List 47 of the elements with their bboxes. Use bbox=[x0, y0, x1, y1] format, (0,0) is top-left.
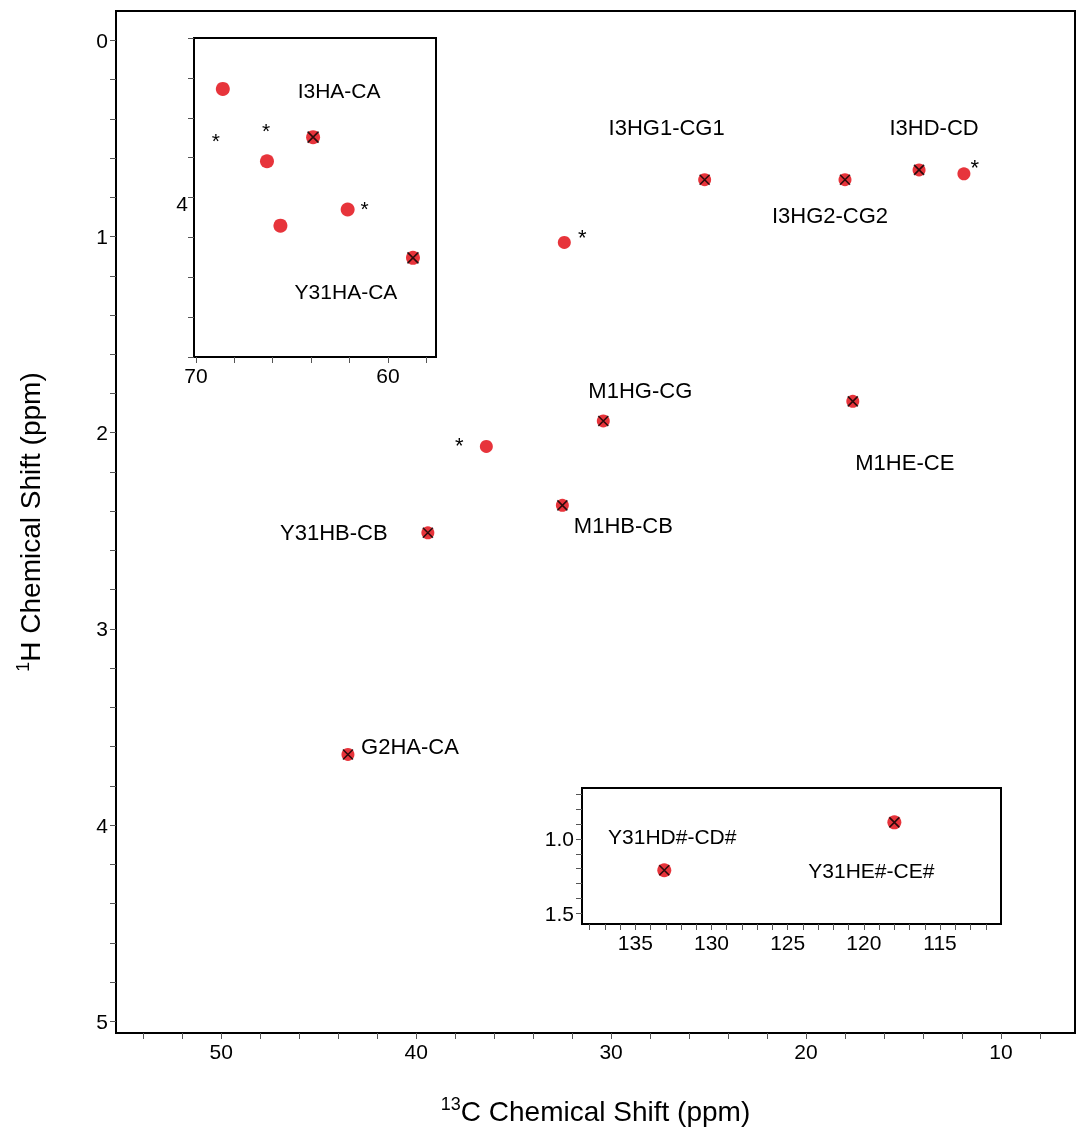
annotation: Y31HA-CA bbox=[294, 280, 398, 304]
annotation: M1HE-CE bbox=[855, 449, 955, 475]
annotation: 4 bbox=[176, 191, 189, 215]
annotation: * bbox=[261, 118, 271, 142]
point bbox=[260, 154, 274, 169]
y-tick-label: 4 bbox=[96, 813, 109, 837]
y-tick-label: 5 bbox=[96, 1009, 108, 1033]
annotation: * bbox=[970, 155, 980, 181]
annotation: M1HG-CG bbox=[588, 378, 693, 404]
x-tick-label: 130 bbox=[693, 931, 730, 954]
x-tick-label: 120 bbox=[846, 931, 882, 954]
point bbox=[340, 202, 355, 217]
annotation: Y31HB-CB bbox=[280, 520, 388, 546]
annotation: * bbox=[360, 197, 369, 221]
annotation: M1HB-CB bbox=[573, 512, 673, 538]
point bbox=[479, 439, 493, 453]
x-tick-label: 20 bbox=[794, 1040, 818, 1063]
x-tick-label: 115 bbox=[923, 931, 957, 954]
y-tick-label: 3 bbox=[96, 617, 108, 641]
y-tick-label: 1 bbox=[96, 225, 108, 249]
point bbox=[557, 235, 571, 249]
x-tick-label: 40 bbox=[404, 1040, 428, 1063]
annotation: I3HG2-CG2 bbox=[771, 203, 889, 229]
annotation: I3HA-CA bbox=[297, 78, 381, 102]
point bbox=[957, 167, 971, 181]
annotation: * bbox=[211, 129, 220, 153]
y-axis-title: 1H Chemical Shift (ppm) bbox=[13, 372, 46, 672]
x-tick-label: 135 bbox=[617, 931, 653, 954]
x-tick-label: 30 bbox=[599, 1040, 623, 1063]
x-tick-label: 60 bbox=[376, 364, 400, 387]
y-tick-label: 0 bbox=[96, 28, 108, 52]
annotation: I3HG1-CG1 bbox=[608, 115, 725, 141]
annotation: * bbox=[578, 224, 588, 250]
annotation: Y31HE#-CE# bbox=[808, 858, 935, 882]
annotation: Y31HD#-CD# bbox=[608, 824, 737, 848]
x-tick-label: 70 bbox=[184, 364, 208, 387]
point bbox=[215, 81, 230, 96]
annotation: I3HD-CD bbox=[889, 115, 979, 141]
point bbox=[273, 218, 288, 233]
annotation: * bbox=[455, 432, 465, 458]
x-tick-label: 50 bbox=[209, 1040, 233, 1063]
y-tick-label: 1.5 bbox=[544, 902, 574, 926]
annotation: G2HA-CA bbox=[361, 733, 460, 759]
y-tick-label: 2 bbox=[96, 421, 108, 445]
y-tick-label: 1.0 bbox=[544, 827, 574, 851]
x-tick-label: 10 bbox=[989, 1040, 1013, 1063]
x-tick-label: 125 bbox=[770, 931, 806, 954]
